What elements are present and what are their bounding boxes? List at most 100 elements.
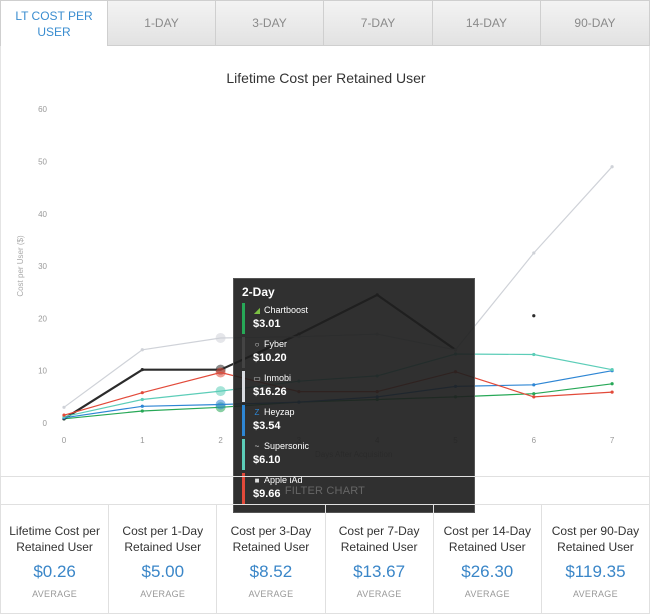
tooltip-color-bar [242, 439, 245, 470]
data-point [140, 404, 144, 408]
tab-7-day[interactable]: 7-DAY [324, 0, 433, 46]
tooltip-item-value: $6.10 [253, 454, 281, 466]
tooltip-item-label: Heyzap [264, 407, 295, 417]
stat-card: Lifetime Cost per Retained User $0.26 AV… [0, 505, 110, 614]
stat-value: $5.00 [141, 562, 185, 581]
tooltip-item-name: ~ Supersonic [253, 441, 309, 451]
tooltip-item: Z Heyzap $3.54 [242, 405, 462, 436]
stat-label: Cost per 3-Day Retained User [230, 524, 312, 554]
data-point [140, 409, 144, 413]
tooltip-item: ○ Fyber $10.20 [242, 337, 462, 368]
tooltip-item-value: $16.26 [253, 386, 287, 398]
y-tick-label: 10 [38, 367, 47, 376]
tooltip-item-value: $9.66 [253, 488, 281, 500]
tooltip-color-bar [242, 337, 245, 368]
tooltip-title: 2-Day [242, 285, 275, 299]
tooltip-item-value: $3.54 [253, 420, 281, 432]
stat-value: $8.52 [249, 562, 293, 581]
tooltip-item-name: ▭ Inmobi [253, 373, 291, 383]
tooltip-item-label: Inmobi [264, 373, 292, 383]
tooltip-item-label: Supersonic [264, 441, 310, 451]
stat-card: Cost per 3-Day Retained User $8.52 AVERA… [217, 505, 326, 614]
tab-1-day[interactable]: 1-DAY [108, 0, 216, 46]
stat-card: Cost per 90-Day Retained User $119.35 AV… [541, 505, 650, 614]
inmobi-icon: ▭ [253, 374, 261, 383]
stat-label: Cost per 14-Day Retained User [443, 524, 531, 554]
stat-caption: AVERAGE [356, 589, 402, 599]
tooltip-color-bar [242, 371, 245, 402]
filter-chart-button[interactable]: FILTER CHART [0, 476, 650, 505]
apple-icon: ■ [254, 476, 260, 485]
y-tick-label: 50 [38, 158, 47, 167]
heyzap-icon: Z [254, 408, 260, 417]
tooltip-item-label: Apple iAd [264, 475, 303, 485]
stat-label: Lifetime Cost per Retained User [9, 524, 100, 554]
data-point [215, 399, 226, 410]
stat-caption: AVERAGE [248, 589, 294, 599]
stat-card: Cost per 1-Day Retained User $5.00 AVERA… [109, 505, 218, 614]
tooltip-item: ■ Apple iAd $9.66 [242, 473, 462, 504]
data-point [610, 382, 614, 386]
tooltip-item-label: Fyber [264, 339, 288, 349]
data-point [140, 348, 144, 352]
stat-label: Cost per 90-Day Retained User [551, 524, 640, 554]
stat-card: Cost per 7-Day Retained User $13.67 AVER… [325, 505, 434, 614]
stat-card: Cost per 14-Day Retained User $26.30 AVE… [433, 505, 542, 614]
stat-value: $119.35 [565, 562, 626, 581]
data-point [215, 386, 226, 397]
tooltip-item: ~ Supersonic $6.10 [242, 439, 462, 470]
chart-tooltip: 2-Day ◢ Chartboost $3.01 ○ Fyber $10.20 ▭ Inmob… [233, 278, 475, 513]
tooltip-item-value: $3.01 [253, 318, 281, 330]
stat-value: $26.30 [461, 562, 514, 581]
data-point [62, 413, 66, 417]
y-tick-label: 0 [43, 419, 48, 428]
stat-caption: AVERAGE [140, 589, 186, 599]
data-point [610, 368, 614, 372]
x-tick-label: 2 [218, 436, 223, 445]
data-point [532, 251, 536, 255]
tooltip-item-value: $10.20 [253, 352, 287, 364]
chart-title: Lifetime Cost per Retained User [226, 70, 426, 86]
y-tick-label: 30 [38, 262, 47, 271]
y-tick-label: 60 [38, 105, 47, 114]
data-point [532, 352, 536, 357]
x-tick-label: 0 [62, 436, 67, 445]
tab-3-day[interactable]: 3-DAY [216, 0, 324, 46]
tooltip-color-bar [242, 405, 245, 436]
data-point [532, 383, 536, 387]
supersonic-icon: ~ [254, 442, 260, 451]
chart-panel: Lifetime Cost per Retained User 0 10 20 30 4… [0, 46, 650, 513]
stat-caption: AVERAGE [32, 589, 78, 599]
tab-90-day[interactable]: 90-DAY [541, 0, 650, 46]
data-point [532, 395, 536, 399]
tooltip-item: ◢ Chartboost $3.01 [242, 303, 462, 334]
chartboost-icon: ◢ [253, 306, 261, 315]
y-tick-label: 20 [38, 314, 47, 323]
stat-value: $13.67 [353, 562, 406, 581]
y-tick-label: 40 [38, 210, 47, 219]
x-tick-label: 6 [532, 436, 537, 445]
tab-14-day[interactable]: 14-DAY [433, 0, 541, 46]
data-point [140, 368, 144, 372]
stat-label: Cost per 1-Day Retained User [122, 524, 204, 554]
data-point [610, 390, 614, 394]
stat-label: Cost per 7-Day Retained User [338, 524, 420, 554]
data-point [62, 405, 66, 409]
tab-lt-cost-per-user[interactable]: LT COST PER USER [0, 0, 108, 46]
tooltip-item: ▭ Inmobi $16.26 [242, 371, 462, 402]
x-tick-label: 7 [610, 436, 615, 445]
stat-value: $0.26 [33, 562, 76, 581]
data-point [215, 367, 226, 378]
stat-caption: AVERAGE [572, 589, 618, 599]
y-axis-label: Cost per User ($) [16, 235, 25, 297]
fyber-icon: ○ [254, 340, 260, 349]
data-point [140, 391, 144, 395]
stat-caption: AVERAGE [464, 589, 510, 599]
data-point [215, 332, 226, 343]
tab-bar: LT COST PER USER 1-DAY 3-DAY 7-DAY 14-DA… [0, 0, 650, 46]
data-point [610, 165, 614, 169]
stats-row: Lifetime Cost per Retained User $0.26 AV… [0, 505, 650, 614]
data-point [532, 392, 536, 396]
tooltip-item-label: Chartboost [264, 305, 309, 315]
data-point [532, 314, 536, 318]
